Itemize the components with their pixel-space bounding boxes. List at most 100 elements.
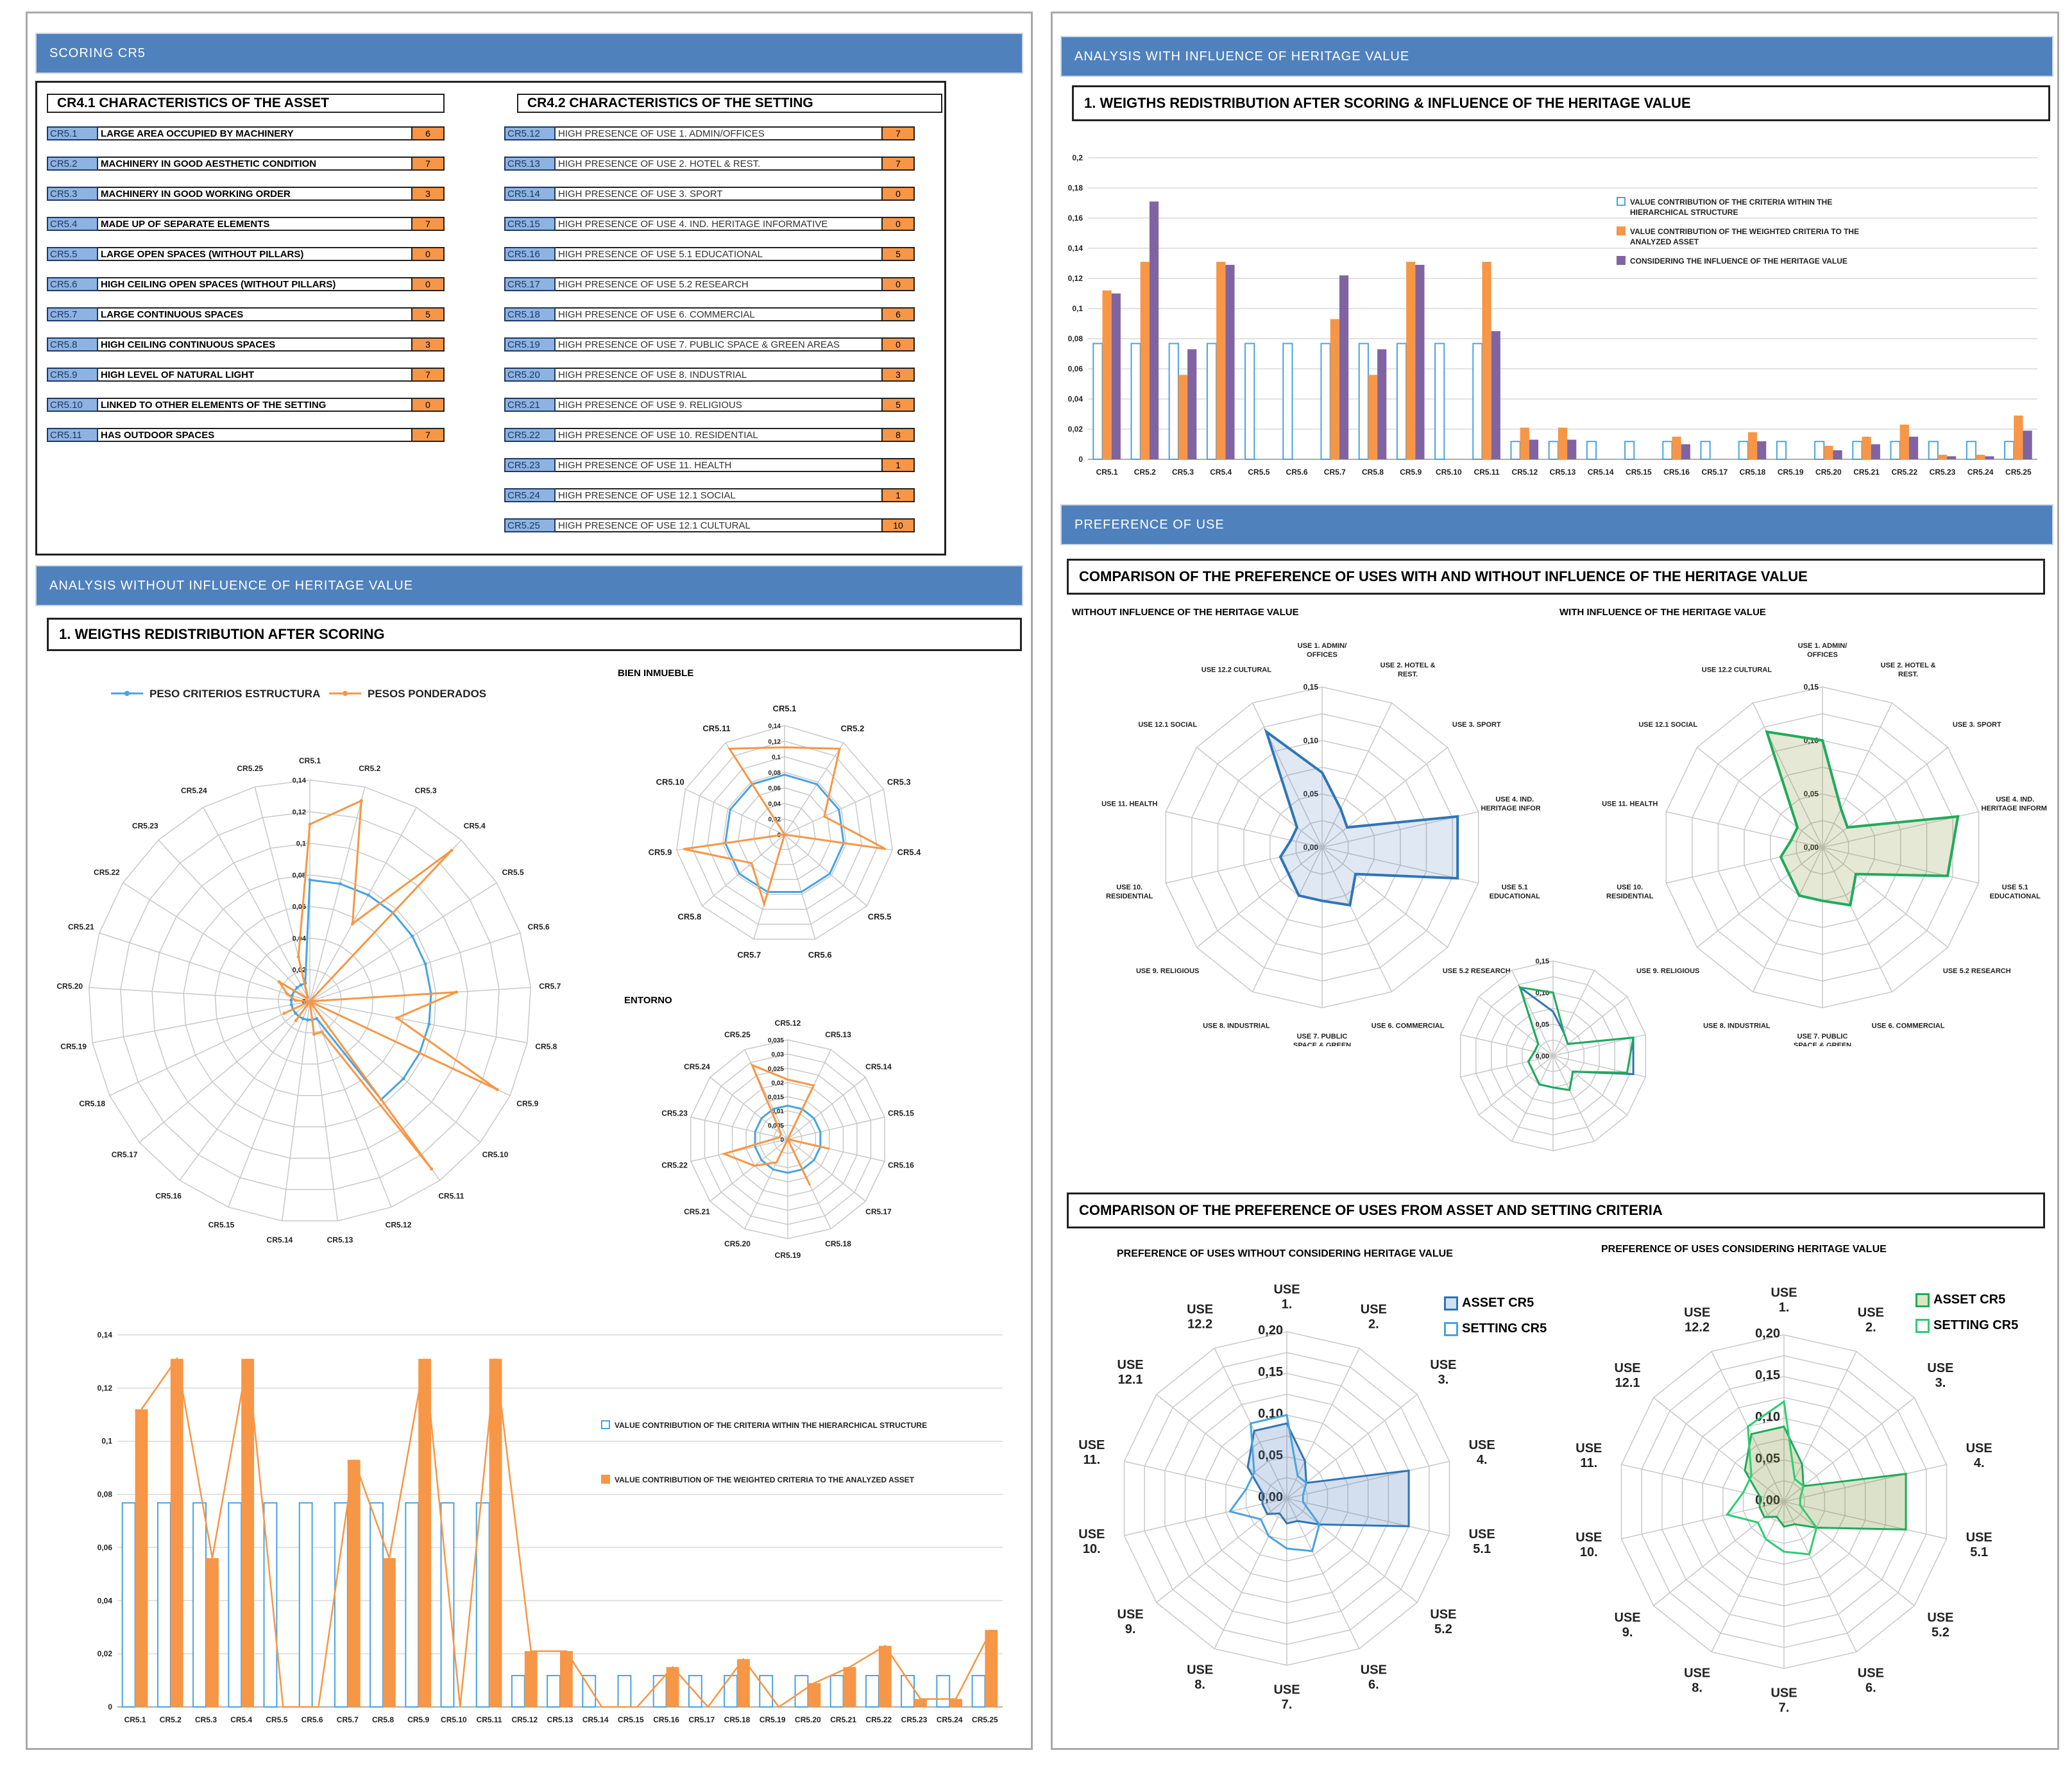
grid-spoke bbox=[1697, 847, 1823, 948]
bar bbox=[1320, 343, 1331, 460]
category-label: CR5.3 bbox=[195, 1715, 217, 1724]
criteria-score[interactable]: 6 bbox=[412, 126, 445, 140]
data-point bbox=[338, 882, 342, 886]
grid-spoke bbox=[1783, 1501, 1915, 1606]
criteria-score[interactable]: 7 bbox=[412, 157, 445, 171]
criteria-score[interactable]: 10 bbox=[883, 518, 915, 532]
category-label: 8. bbox=[1692, 1681, 1703, 1695]
bar bbox=[1140, 262, 1150, 459]
bar bbox=[1111, 293, 1121, 459]
criteria-score[interactable]: 5 bbox=[883, 247, 915, 261]
bar bbox=[1852, 441, 1863, 460]
bar bbox=[1738, 441, 1749, 460]
category-label: USE 1. ADMIN/ bbox=[1798, 642, 1847, 650]
criteria-score[interactable]: 7 bbox=[412, 217, 445, 231]
setting-title: CR4.2 CHARACTERISTICS OF THE SETTING bbox=[517, 94, 942, 113]
bar bbox=[1339, 275, 1349, 459]
category-label: CR5.10 bbox=[482, 1150, 509, 1159]
category-label: EDUCATIONAL bbox=[1990, 893, 2041, 901]
criteria-score[interactable]: 3 bbox=[412, 187, 445, 201]
tick-label: 0,12 bbox=[769, 738, 781, 745]
category-label: CR5.15 bbox=[1626, 468, 1652, 477]
criteria-score[interactable]: 5 bbox=[883, 398, 915, 412]
grid-ring bbox=[675, 725, 894, 940]
category-label: USE 10. bbox=[1617, 884, 1643, 892]
category-label: USE bbox=[1771, 1286, 1797, 1300]
criteria-score[interactable]: 0 bbox=[412, 398, 445, 412]
legend-asset-swatch bbox=[1444, 1296, 1458, 1311]
category-label: 9. bbox=[1125, 1622, 1136, 1636]
criteria-score[interactable]: 0 bbox=[883, 187, 915, 201]
criteria-score[interactable]: 8 bbox=[883, 428, 915, 442]
criteria-score[interactable]: 0 bbox=[412, 247, 445, 261]
category-label: 3. bbox=[1935, 1376, 1946, 1390]
grid-spoke bbox=[1822, 702, 1893, 848]
criteria-code: CR5.14 bbox=[504, 187, 556, 201]
criteria-score[interactable]: 3 bbox=[883, 368, 915, 382]
category-label: CR5.10 bbox=[656, 777, 684, 787]
criteria-row: CR5.7 LARGE CONTINUOUS SPACES 5 bbox=[47, 307, 445, 321]
data-point bbox=[282, 1012, 286, 1015]
category-label: CR5.10 bbox=[1436, 468, 1462, 477]
pref-without-title: PREFERENCE OF USES WITHOUT CONSIDERING H… bbox=[1117, 1248, 1453, 1260]
bar bbox=[1947, 456, 1957, 459]
criteria-score[interactable]: 0 bbox=[883, 337, 915, 352]
radar-chart-main: 00,020,040,060,080,10,120,14CR5.1CR5.2CR… bbox=[56, 688, 561, 1244]
criteria-score[interactable]: 6 bbox=[883, 307, 915, 321]
category-label: 10. bbox=[1580, 1545, 1598, 1559]
criteria-score[interactable]: 1 bbox=[883, 458, 915, 472]
category-label: USE bbox=[1361, 1302, 1387, 1316]
bar bbox=[1890, 441, 1901, 460]
grid-spoke bbox=[1252, 702, 1323, 848]
category-label: CR5.13 bbox=[327, 1235, 353, 1244]
bar bbox=[865, 1675, 879, 1708]
grid-spoke bbox=[1166, 847, 1323, 884]
criteria-score[interactable]: 5 bbox=[412, 307, 445, 321]
preference-header: PREFERENCE OF USE bbox=[1060, 504, 2053, 545]
bar bbox=[2004, 441, 2015, 460]
criteria-score[interactable]: 7 bbox=[883, 126, 915, 140]
grid-spoke bbox=[1321, 747, 1448, 848]
grid-spoke bbox=[1156, 1498, 1287, 1603]
analysis-with-header-text: ANALYSIS WITH INFLUENCE OF HERITAGE VALU… bbox=[1074, 49, 1410, 64]
series-line bbox=[1744, 1425, 1907, 1531]
category-label: USE bbox=[1430, 1608, 1456, 1622]
criteria-score[interactable]: 7 bbox=[412, 368, 445, 382]
category-label: CR5.3 bbox=[887, 777, 911, 787]
category-label: REST. bbox=[1898, 671, 1918, 679]
criteria-score[interactable]: 1 bbox=[883, 488, 915, 502]
category-label: CR5.18 bbox=[1740, 468, 1766, 477]
criteria-score[interactable]: 0 bbox=[883, 217, 915, 231]
category-label: CR5.15 bbox=[618, 1715, 644, 1724]
criteria-label: MADE UP OF SEPARATE ELEMENTS bbox=[98, 217, 412, 231]
tick-label: 0,04 bbox=[769, 801, 781, 808]
category-label: CR5.20 bbox=[795, 1715, 821, 1724]
category-label: CR5.5 bbox=[1248, 468, 1270, 477]
category-label: USE bbox=[1575, 1441, 1602, 1455]
criteria-score[interactable]: 0 bbox=[412, 277, 445, 291]
category-label: OFFICES bbox=[1807, 651, 1838, 659]
category-label: CR5.22 bbox=[865, 1715, 892, 1724]
category-label: CR5.25 bbox=[2005, 468, 2032, 477]
category-label: CR5.21 bbox=[684, 1207, 710, 1216]
tick-label: 0,14 bbox=[293, 777, 307, 785]
criteria-label: HIGH PRESENCE OF USE 1. ADMIN/OFFICES bbox=[556, 126, 883, 140]
data-point bbox=[308, 999, 312, 1003]
criteria-score[interactable]: 3 bbox=[412, 337, 445, 352]
grid-spoke bbox=[179, 1001, 310, 1181]
bar bbox=[1862, 436, 1871, 459]
tick-label: 0,1 bbox=[101, 1437, 112, 1446]
tick-label: 0,05 bbox=[1536, 1021, 1549, 1029]
bar bbox=[135, 1409, 148, 1707]
bar bbox=[192, 1502, 207, 1708]
category-label: REST. bbox=[1398, 671, 1418, 679]
criteria-score[interactable]: 7 bbox=[883, 157, 915, 171]
grid-spoke bbox=[309, 1001, 338, 1221]
bar bbox=[1776, 441, 1787, 460]
category-label: CR5.17 bbox=[688, 1715, 715, 1724]
criteria-score[interactable]: 0 bbox=[883, 277, 915, 291]
category-label: CR5.9 bbox=[407, 1715, 429, 1724]
category-label: CR5.14 bbox=[267, 1235, 293, 1244]
criteria-score[interactable]: 7 bbox=[412, 428, 445, 442]
comparison1-title: COMPARISON OF THE PREFERENCE OF USES WIT… bbox=[1067, 559, 2045, 595]
